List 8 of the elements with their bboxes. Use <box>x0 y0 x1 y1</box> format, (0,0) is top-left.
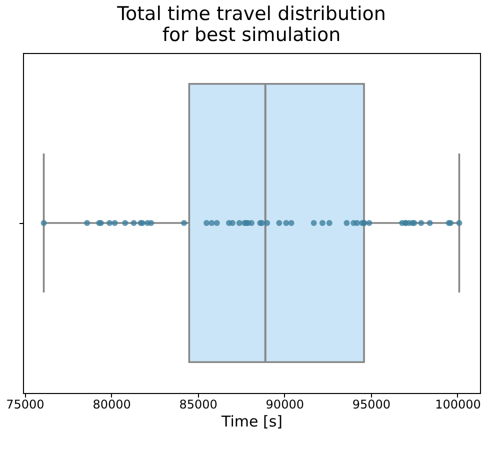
x-tick-label: 80000 <box>92 398 131 412</box>
chart-title: Total time travel distribution for best simulation <box>116 3 386 46</box>
x-tick-label: 75000 <box>6 398 44 412</box>
x-tick-label: 90000 <box>266 398 304 412</box>
x-tick-label: 95000 <box>352 398 391 412</box>
x-tick-label: 100000 <box>435 398 481 412</box>
x-tick-label: 85000 <box>179 398 218 412</box>
x-axis-title: Time [s] <box>220 412 282 430</box>
